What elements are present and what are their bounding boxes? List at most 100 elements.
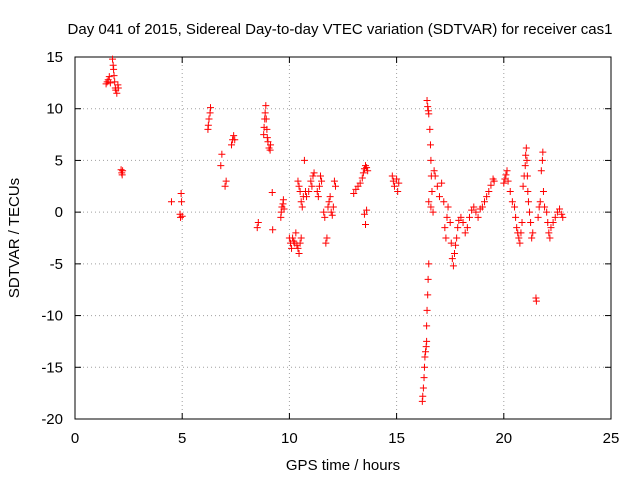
data-point <box>424 275 432 283</box>
x-tick-label: 20 <box>495 430 512 447</box>
data-point <box>522 151 530 159</box>
data-point <box>423 96 431 104</box>
data-point <box>453 234 461 242</box>
data-point <box>330 177 338 185</box>
data-point <box>110 72 118 80</box>
data-point <box>450 250 458 258</box>
data-point <box>325 198 333 206</box>
data-point <box>362 221 370 229</box>
data-point <box>421 353 429 361</box>
data-point <box>519 182 527 190</box>
data-point <box>508 198 516 206</box>
data-point <box>512 213 520 221</box>
data-point <box>254 218 262 226</box>
y-axis-label: SDTVAR / TECUs <box>6 178 23 298</box>
data-point <box>529 229 537 237</box>
data-point <box>487 181 495 189</box>
data-point <box>363 164 371 172</box>
data-point <box>502 171 510 179</box>
data-point <box>454 224 462 232</box>
y-tick-label: 5 <box>55 152 63 169</box>
data-point <box>559 213 567 221</box>
data-point <box>292 229 300 237</box>
y-tick-labels: -20 -15 -10 -5 0 5 10 15 <box>41 49 63 428</box>
data-point <box>443 213 451 221</box>
data-point <box>441 224 449 232</box>
data-point <box>522 144 530 152</box>
data-point <box>297 234 305 242</box>
data-point <box>113 89 121 97</box>
data-point <box>483 193 491 201</box>
data-point <box>309 172 317 180</box>
data-point <box>506 187 514 195</box>
chart-title: Day 041 of 2015, Sidereal Day-to-day VTE… <box>68 21 613 38</box>
data-point <box>424 291 432 299</box>
data-point <box>523 172 531 180</box>
data-point <box>420 374 428 382</box>
data-point <box>422 348 430 356</box>
data-point <box>356 179 364 187</box>
data-point <box>545 229 553 237</box>
data-point <box>427 156 435 164</box>
data-point <box>515 234 523 242</box>
data-point <box>295 182 303 190</box>
data-point <box>393 175 401 183</box>
data-point <box>521 162 529 170</box>
data-point <box>419 384 427 392</box>
data-point <box>516 239 524 247</box>
data-point <box>446 218 454 226</box>
data-point <box>419 392 427 400</box>
y-tick-label: -20 <box>41 411 63 428</box>
data-point <box>313 187 321 195</box>
data-point <box>228 141 236 149</box>
data-point <box>263 134 271 142</box>
data-point <box>262 115 270 123</box>
data-point <box>178 198 186 206</box>
data-point <box>177 190 185 198</box>
data-point <box>364 167 372 175</box>
plot-area-frame <box>74 56 612 420</box>
data-point <box>500 179 508 187</box>
data-point <box>294 177 302 185</box>
data-point <box>109 55 117 63</box>
data-point <box>449 262 457 270</box>
data-point <box>551 213 559 221</box>
data-point <box>110 65 118 73</box>
x-axis-label: GPS time / hours <box>286 457 400 474</box>
y-tick-label: 15 <box>46 49 63 66</box>
y-tick-label: 0 <box>55 204 63 221</box>
data-point <box>537 167 545 175</box>
data-point <box>222 177 230 185</box>
data-point <box>331 182 339 190</box>
data-point <box>518 218 526 226</box>
x-tick-label: 0 <box>71 430 79 447</box>
data-point <box>298 203 306 211</box>
data-point <box>300 156 308 164</box>
data-point <box>318 177 326 185</box>
data-point <box>433 182 441 190</box>
data-point <box>423 322 431 330</box>
data-point <box>119 167 127 175</box>
data-point <box>253 224 261 232</box>
data-point <box>435 193 443 201</box>
data-point <box>539 148 547 156</box>
data-point <box>442 234 450 242</box>
data-point <box>549 218 557 226</box>
data-point <box>231 136 239 144</box>
data-points <box>102 55 567 405</box>
y-tick-label: -15 <box>41 359 63 376</box>
data-point <box>532 297 540 305</box>
data-point <box>305 187 313 195</box>
data-point <box>294 244 302 252</box>
data-point <box>314 193 322 201</box>
data-point <box>504 177 512 185</box>
data-point <box>288 244 296 252</box>
data-point <box>297 198 305 206</box>
data-point <box>269 226 277 234</box>
data-point <box>310 169 318 177</box>
data-point <box>323 234 331 242</box>
data-point <box>523 156 531 164</box>
data-point <box>363 206 371 214</box>
data-point <box>424 103 432 111</box>
data-point <box>513 224 521 232</box>
